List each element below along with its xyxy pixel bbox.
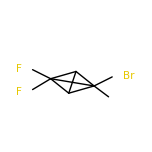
Text: Br: Br: [123, 71, 135, 81]
Text: F: F: [16, 87, 22, 97]
Text: F: F: [16, 64, 22, 74]
